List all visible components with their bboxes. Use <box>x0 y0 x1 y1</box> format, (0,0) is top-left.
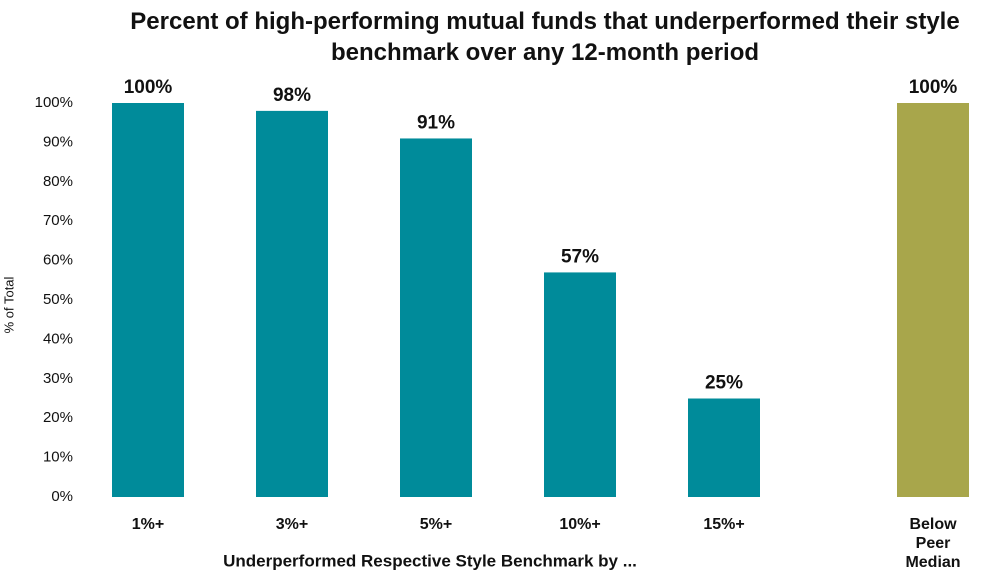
x-tick-label: 15%+ <box>703 516 745 533</box>
y-tick-label: 30% <box>43 370 73 387</box>
y-tick-label: 60% <box>43 252 73 269</box>
value-label: 91% <box>417 112 455 133</box>
y-tick-label: 10% <box>43 449 73 466</box>
y-tick-label: 80% <box>43 173 73 190</box>
y-tick-label: 0% <box>51 488 73 505</box>
chart-title: Percent of high-performing mutual funds … <box>130 8 960 66</box>
bar <box>897 103 969 497</box>
x-tick-label: 5%+ <box>419 516 453 533</box>
x-axis-label: Underperformed Respective Style Benchmar… <box>223 551 637 570</box>
bar <box>544 272 616 497</box>
y-tick-label: 100% <box>35 94 73 111</box>
bar <box>400 138 472 497</box>
y-tick-label: 90% <box>43 133 73 150</box>
y-axis-label: % of Total <box>1 276 16 333</box>
value-label: 25% <box>705 373 743 394</box>
x-tick-label: 1%+ <box>131 516 165 533</box>
y-tick-label: 20% <box>43 409 73 426</box>
value-label: 100% <box>909 77 958 98</box>
value-label: 98% <box>273 85 311 106</box>
bar <box>256 110 328 497</box>
value-label: 57% <box>561 246 599 267</box>
y-tick-label: 40% <box>43 330 73 347</box>
x-tick-label: 3%+ <box>275 516 309 533</box>
bar <box>112 103 184 497</box>
x-tick-label: 10%+ <box>559 516 601 533</box>
value-label: 100% <box>124 77 173 98</box>
y-tick-label: 70% <box>43 212 73 229</box>
x-tick-label: Below Peer Median <box>905 516 961 571</box>
y-tick-label: 50% <box>43 291 73 308</box>
bar <box>688 398 760 497</box>
